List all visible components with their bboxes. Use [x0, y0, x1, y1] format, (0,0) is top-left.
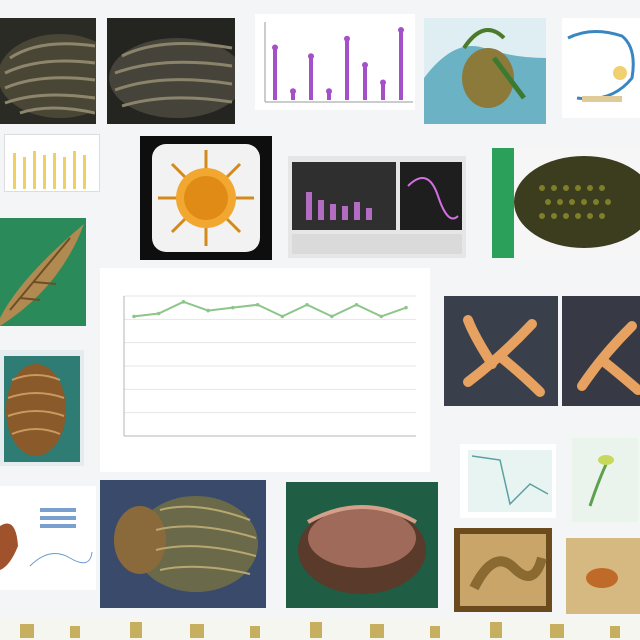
- data-point: [132, 314, 136, 319]
- bar-cap: [362, 62, 368, 68]
- bar-cap: [290, 88, 296, 95]
- illustration-plant-cell: [424, 18, 546, 124]
- document-thumbnail: [0, 486, 96, 590]
- data-point: [156, 311, 161, 316]
- data-point: [354, 302, 359, 307]
- bar: [291, 91, 295, 100]
- specimen-image-1: [0, 18, 96, 124]
- chart-thumbnail-small: [4, 134, 100, 192]
- bar-cap: [344, 35, 350, 42]
- line-chart: [123, 295, 416, 437]
- bar: [363, 65, 367, 100]
- diagram-thumbnail: [562, 18, 640, 118]
- bar: [309, 56, 313, 100]
- orange-coral-2: [562, 296, 640, 406]
- bar-cap: [308, 53, 314, 60]
- orange-coral-1: [444, 296, 558, 406]
- bar-chart-thumbnail: [255, 14, 415, 110]
- data-point: [231, 305, 235, 310]
- data-point: [206, 308, 210, 313]
- data-point: [404, 305, 408, 310]
- bar-cap: [326, 88, 332, 95]
- bar: [327, 91, 331, 100]
- bar-cap: [272, 44, 278, 51]
- green-pod-specimen: [492, 148, 640, 258]
- series-line: [133, 300, 407, 318]
- sunflower-specimen: [140, 136, 272, 260]
- data-point: [181, 300, 186, 304]
- line-plot-thumbnail: [460, 444, 556, 518]
- gold-specimen-2: [566, 538, 640, 614]
- crab-specimen: [100, 480, 266, 608]
- bar: [381, 82, 385, 100]
- data-point: [255, 302, 260, 307]
- leaf-specimen: [0, 218, 86, 326]
- bar: [345, 38, 349, 100]
- layered-specimen: [0, 350, 84, 466]
- bar-cap: [380, 79, 386, 86]
- bar: [399, 30, 403, 100]
- screen-montage: [288, 156, 466, 258]
- plant-diagram-thumbnail: [570, 436, 640, 524]
- data-point: [379, 314, 384, 319]
- data-point: [305, 302, 309, 307]
- shell-specimen: [286, 482, 438, 608]
- gold-specimen-1: [454, 528, 552, 612]
- line-chart-panel: [100, 268, 430, 472]
- specimen-image-2: [107, 18, 235, 124]
- bottom-thumbnail-strip: [0, 618, 640, 640]
- bar: [273, 47, 277, 100]
- data-point: [330, 314, 334, 319]
- data-point: [280, 314, 285, 319]
- bar-cap: [398, 27, 404, 33]
